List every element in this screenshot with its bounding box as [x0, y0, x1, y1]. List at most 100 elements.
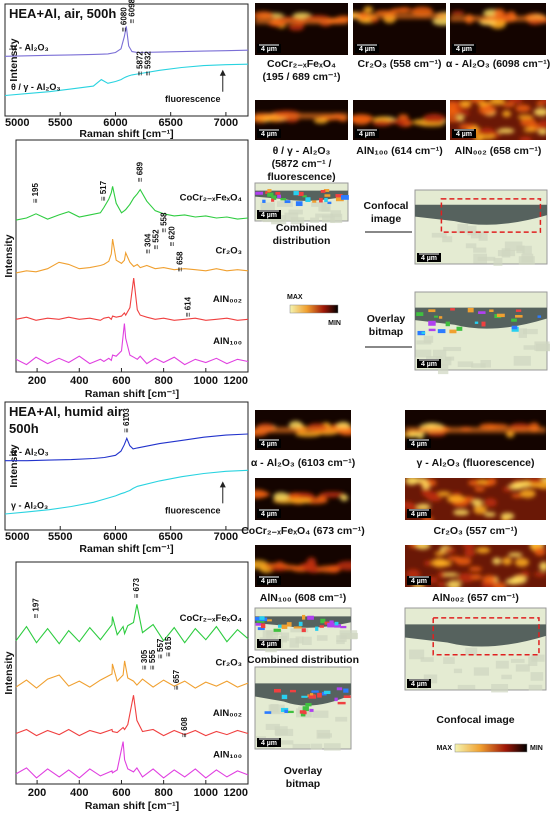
phase-pixel — [262, 199, 266, 203]
hot-band — [255, 427, 351, 433]
scale-bar-label: 4 µm — [261, 511, 277, 518]
phase-pixel — [273, 628, 281, 632]
grain — [260, 202, 275, 211]
phase-pixel — [428, 328, 436, 332]
phase-pixel — [305, 702, 312, 707]
grain — [465, 647, 478, 656]
phase-pixel — [298, 621, 303, 627]
grain — [471, 363, 486, 368]
phase-pixel — [277, 194, 282, 199]
scale-bar-bg — [355, 44, 379, 53]
scale-bar-bg — [417, 359, 441, 368]
phase-pixel — [289, 689, 296, 693]
series-line — [15, 323, 249, 366]
image-tile: 4 µm — [255, 3, 348, 55]
caption: CoCr₂₋ₓFeₓO₄ (673 cm⁻¹) — [241, 525, 365, 537]
scale-bar-bg — [257, 509, 281, 518]
image-tile: 4 µm — [254, 182, 349, 225]
grain — [528, 684, 543, 691]
series-line — [15, 186, 249, 221]
caption: image — [371, 213, 402, 225]
caption: bitmap — [286, 778, 320, 790]
phase-pixel — [255, 191, 264, 195]
grain — [310, 743, 323, 750]
grain — [323, 743, 341, 751]
annotation: fluorescence — [165, 506, 221, 516]
y-axis-label: Intensity — [8, 444, 20, 487]
phase-pixel — [311, 690, 319, 693]
hot-spot — [340, 494, 349, 502]
phase-pixel — [428, 309, 436, 313]
x-tick-label: 5000 — [5, 117, 29, 129]
phase-pixel — [537, 315, 542, 318]
peak-label: ≡ 517 — [99, 180, 108, 201]
phase-pixel — [257, 627, 265, 631]
phase-pixel — [445, 321, 450, 327]
hot-spot — [502, 486, 513, 492]
phase-pixel — [334, 697, 338, 702]
caption: Cr₂O₃ (557 cm⁻¹) — [434, 525, 518, 537]
caption: Overlay — [284, 765, 323, 777]
image-tile: 4 µm — [414, 291, 550, 375]
hot-spot — [482, 575, 497, 584]
series-line — [15, 695, 249, 737]
phase-pixel — [417, 330, 426, 336]
phase-pixel — [334, 621, 339, 626]
hot-spot — [502, 110, 512, 118]
x-tick-label: 6500 — [158, 531, 182, 543]
hot-spot — [437, 571, 447, 579]
phase-pixel — [271, 195, 277, 200]
hot-spot — [527, 483, 543, 488]
y-axis-label: Intensity — [3, 234, 15, 277]
hot-spot — [431, 558, 448, 568]
series-label: CoCr₂₋ₓFeₓO₄ — [180, 613, 243, 624]
grain — [473, 247, 487, 253]
arrow-head — [219, 69, 226, 76]
phase-pixel — [323, 690, 331, 695]
hot-spot — [470, 574, 483, 580]
phase-pixel — [301, 695, 308, 698]
peak-label: ≡ 195 — [31, 182, 40, 203]
phase-pixel — [438, 316, 443, 319]
hot-spot — [422, 113, 446, 124]
phase-pixel — [323, 189, 330, 192]
x-tick-label: 400 — [70, 787, 88, 799]
peak-label: ≡ 557 — [156, 638, 165, 659]
series-line — [15, 239, 249, 274]
grain — [276, 201, 293, 207]
phase-pixel — [293, 626, 302, 629]
grain — [493, 258, 503, 266]
region-box — [432, 617, 540, 656]
caption: Confocal — [364, 200, 409, 212]
peak-label: ≡ 614 — [183, 296, 192, 317]
hot-spot — [478, 127, 495, 136]
grain — [465, 243, 477, 249]
series-line — [5, 433, 249, 462]
phase-pixel — [327, 622, 335, 628]
scale-bar-label: 4 µm — [359, 131, 375, 138]
scale-bar-bg — [257, 439, 281, 448]
heatmap — [353, 113, 446, 128]
hot-spot — [450, 100, 458, 110]
x-tick-label: 5500 — [48, 531, 72, 543]
grain — [523, 345, 536, 350]
hot-spot — [502, 557, 513, 566]
scale-bar-label: 4 µm — [456, 46, 472, 53]
grain — [284, 212, 299, 222]
grain — [330, 210, 342, 218]
phase-pixel — [515, 315, 523, 318]
phase-pixel — [312, 200, 317, 203]
chart-title-box: HEA+Al, air, 500h — [9, 6, 116, 21]
caption: AlN₀₀₂ (658 cm⁻¹) — [455, 145, 542, 157]
grain — [335, 716, 348, 722]
hot-spot — [302, 561, 318, 572]
phase-pixel — [340, 625, 347, 629]
hot-spot — [500, 512, 515, 520]
grain — [470, 231, 482, 239]
grain — [318, 206, 330, 212]
image-tile: 4 µm — [404, 607, 547, 693]
scale-bar-bg — [257, 738, 281, 747]
hot-spot — [471, 498, 483, 507]
hot-spot — [424, 560, 433, 566]
hot-spot — [457, 572, 475, 583]
